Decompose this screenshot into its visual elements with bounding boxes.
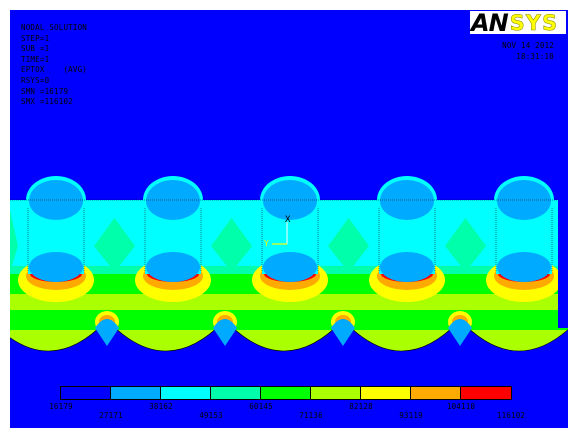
bottom-circle-0 xyxy=(29,252,83,282)
info-line-6: SMN =16179 xyxy=(21,86,69,96)
pit-sky-3 xyxy=(448,319,472,346)
right-edge xyxy=(558,198,568,328)
top-cap-1 xyxy=(146,180,200,201)
legend-colorbar xyxy=(60,386,512,400)
date-text: NOV 14 2012 xyxy=(502,41,554,50)
legend-value-6: 82128 xyxy=(349,402,373,411)
top-cap-4 xyxy=(497,180,551,201)
ansys-logo: AN SYS xyxy=(470,10,566,37)
mint-diamond-3 xyxy=(445,218,486,272)
solution-info: NODAL SOLUTION STEP=1 SUB =1 TIME=1 EPTO… xyxy=(21,23,87,108)
lower-scallop-edge-4 xyxy=(459,319,568,352)
bottom-circle-3 xyxy=(380,252,434,282)
legend-value-3: 49153 xyxy=(199,411,223,420)
logo-sys: SYS xyxy=(509,10,559,35)
legend-value-8: 104110 xyxy=(446,402,476,411)
info-line-3: TIME=1 xyxy=(21,54,50,64)
legend-value-2: 38162 xyxy=(149,402,173,411)
top-cap-0 xyxy=(29,180,83,201)
info-line-1: STEP=1 xyxy=(21,33,50,43)
info-line-5: RSYS=0 xyxy=(21,75,50,85)
legend-value-9: 116102 xyxy=(496,411,526,420)
legend-value-0: 16179 xyxy=(49,402,73,411)
lower-scallop-edge-3 xyxy=(342,319,461,352)
bottom-circle-4 xyxy=(497,252,551,282)
info-line-7: SMX =116102 xyxy=(21,97,73,107)
axis-x-label: X xyxy=(285,215,291,225)
top-cap-3 xyxy=(380,180,434,201)
time-text: 18:31:18 xyxy=(516,51,554,61)
legend-value-1: 27171 xyxy=(99,411,123,420)
info-line-4: EPTOX (AVG) xyxy=(21,65,88,75)
axis-y-label: Y xyxy=(264,239,269,248)
lower-scallop-edge-1 xyxy=(106,319,226,352)
pit-sky-1 xyxy=(213,319,237,346)
pit-sky-2 xyxy=(331,319,355,346)
legend-swatch-0 xyxy=(61,387,111,399)
mint-edge-left xyxy=(10,210,18,272)
lower-scallop-edge-0 xyxy=(10,319,108,352)
legend-swatch-1 xyxy=(111,387,161,399)
legend-value-5: 71136 xyxy=(299,411,323,420)
legend-swatch-3 xyxy=(211,387,261,399)
legend-swatch-4 xyxy=(261,387,311,399)
legend-swatch-8 xyxy=(461,387,511,399)
legend-swatch-7 xyxy=(411,387,461,399)
pit-sky-0 xyxy=(95,319,119,346)
contour-plot: XY xyxy=(10,176,568,428)
legend-swatch-2 xyxy=(161,387,211,399)
legend-swatch-5 xyxy=(311,387,361,399)
mint-diamond-1 xyxy=(211,218,252,272)
legend-value-4: 60145 xyxy=(249,402,273,411)
mint-diamond-0 xyxy=(94,218,135,272)
logo-an: AN xyxy=(471,10,509,37)
lower-scallop-edge-2 xyxy=(224,319,344,352)
legend-swatch-6 xyxy=(361,387,411,399)
band-green-lower xyxy=(10,310,568,330)
bottom-circle-2 xyxy=(263,252,317,282)
top-cap-2 xyxy=(263,180,317,201)
mint-diamond-2 xyxy=(328,218,369,272)
date-stamp: NOV 14 2012 18:31:18 xyxy=(502,41,554,62)
info-line-2: SUB =1 xyxy=(21,44,50,54)
legend-value-7: 93119 xyxy=(399,411,423,420)
bottom-circle-1 xyxy=(146,252,200,282)
info-line-0: NODAL SOLUTION xyxy=(21,23,88,32)
